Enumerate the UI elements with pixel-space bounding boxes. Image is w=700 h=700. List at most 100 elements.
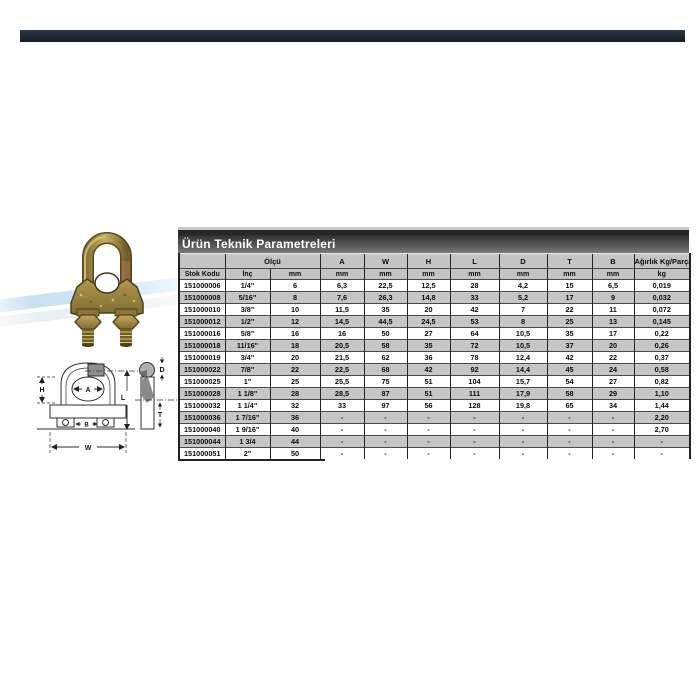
cell: 9 [591,291,635,304]
group-header-row: Ölçü A W H L D T B Ağırlık Kg/Parça [179,253,691,269]
dimension-label-t: T [158,412,163,419]
cell: 8 [498,315,548,328]
group-header-agirlik: Ağırlık Kg/Parça [633,253,691,269]
cell: 25,5 [319,375,365,388]
cell: 1 3/4 [224,435,270,448]
cell: - [406,435,451,448]
cell: 151000032 [179,399,225,412]
cell: 65 [546,399,593,412]
table-row: 151000040 1 9/16" 40- - - - - - -2,70 [179,423,691,436]
cell: 0,22 [633,327,691,340]
units-mm-1: mm [269,268,321,280]
cell: 36 [269,411,321,424]
cell: 51 [406,375,451,388]
group-header-b: B [591,253,635,269]
cell: 3/8" [224,303,270,316]
cell: 92 [449,363,500,376]
cell: 53 [449,315,500,328]
cell: 16 [269,327,321,340]
group-header-t: T [546,253,593,269]
units-mm-7: mm [546,268,593,280]
cell: 0,019 [633,279,691,292]
cell: - [498,423,548,436]
cell: 1/4" [224,279,270,292]
dimension-diagram: A H B W L D T [37,357,179,453]
cell: 1 1/4" [224,399,270,412]
cell: 10,5 [498,339,548,352]
cell: 21,5 [319,351,365,364]
cell: 19,8 [498,399,548,412]
cell: - [319,447,365,459]
technical-drawing: A H B W L D T [35,355,185,460]
cell: 151000012 [179,315,225,328]
cell: 151000044 [179,435,225,448]
top-nav-bar [20,30,685,42]
cell: 28,5 [319,387,365,400]
cell: 28 [449,279,500,292]
cell: 11/16" [224,339,270,352]
hex-nut-right [112,314,140,330]
cell: 0,032 [633,291,691,304]
cell: 27 [406,327,451,340]
cell: 34 [591,399,635,412]
cell: 68 [363,363,408,376]
cell: 14,8 [406,291,451,304]
cell: 13 [591,315,635,328]
cell: 2" [224,447,270,459]
dimension-label-h: H [39,387,44,394]
cell: 151000018 [179,339,225,352]
cell: 22 [269,363,321,376]
cell: 42 [546,351,593,364]
stud-left [82,329,94,345]
table-row: 151000012 1/2" 12 14,5 44,5 24,5 53 8 25 13 0,145 [179,315,691,328]
cell: 14,5 [319,315,365,328]
cell: 111 [449,387,500,400]
cell: 12,5 [406,279,451,292]
cell: 35 [406,339,451,352]
cell: 54 [546,375,593,388]
cell: 0,072 [633,303,691,316]
table-row: 151000051 2" 50- - - - - - - - [179,447,691,459]
group-header-l: L [449,253,500,269]
group-header-w: W [363,253,408,269]
cell: - [449,435,500,448]
cell: 6,3 [319,279,365,292]
table-row: 151000028 1 1/8" 28 28,5 87 51 111 17,9 58 29 1,10 [179,387,691,400]
cell: 50 [363,327,408,340]
cell: 151000022 [179,363,225,376]
table-row: 151000022 7/8" 22 22,5 68 42 92 14,4 45 24 0,58 [179,363,691,376]
cell: 5/16" [224,291,270,304]
cell: 5,2 [498,291,548,304]
cell: 11,5 [319,303,365,316]
panel-top-light-strip [178,227,689,230]
stud-right [120,329,132,345]
cell: 62 [363,351,408,364]
cell: 1 7/16" [224,411,270,424]
cell: - [633,435,691,448]
cell: - [406,423,451,436]
cell: 7,6 [319,291,365,304]
cell: 24 [591,363,635,376]
cell: 14,4 [498,363,548,376]
cell: 11 [591,303,635,316]
cell: 0,82 [633,375,691,388]
cell: 17 [546,291,593,304]
cell: 28 [269,387,321,400]
table-row: 151000036 1 7/16" 36- - - - - - -2,20 [179,411,691,424]
cell: 29 [591,387,635,400]
cell: 72 [449,339,500,352]
cell: 10,5 [498,327,548,340]
table-row: 151000044 1 3/4 44- - - - - - - - [179,435,691,448]
cell: 33 [319,399,365,412]
units-mm-8: mm [591,268,635,280]
group-header-d: D [498,253,548,269]
cell: - [363,447,408,459]
units-kg: kg [633,268,691,280]
table-row: 151000019 3/4" 20 21,5 62 36 78 12,4 42 22 0,37 [179,351,691,364]
cell: 1,44 [633,399,691,412]
cell: 22,5 [319,363,365,376]
units-row: Stok Kodu İnç mm mm mm mm mm mm mm mm kg [179,268,691,280]
cell: 151000006 [179,279,225,292]
cell: 26,3 [363,291,408,304]
